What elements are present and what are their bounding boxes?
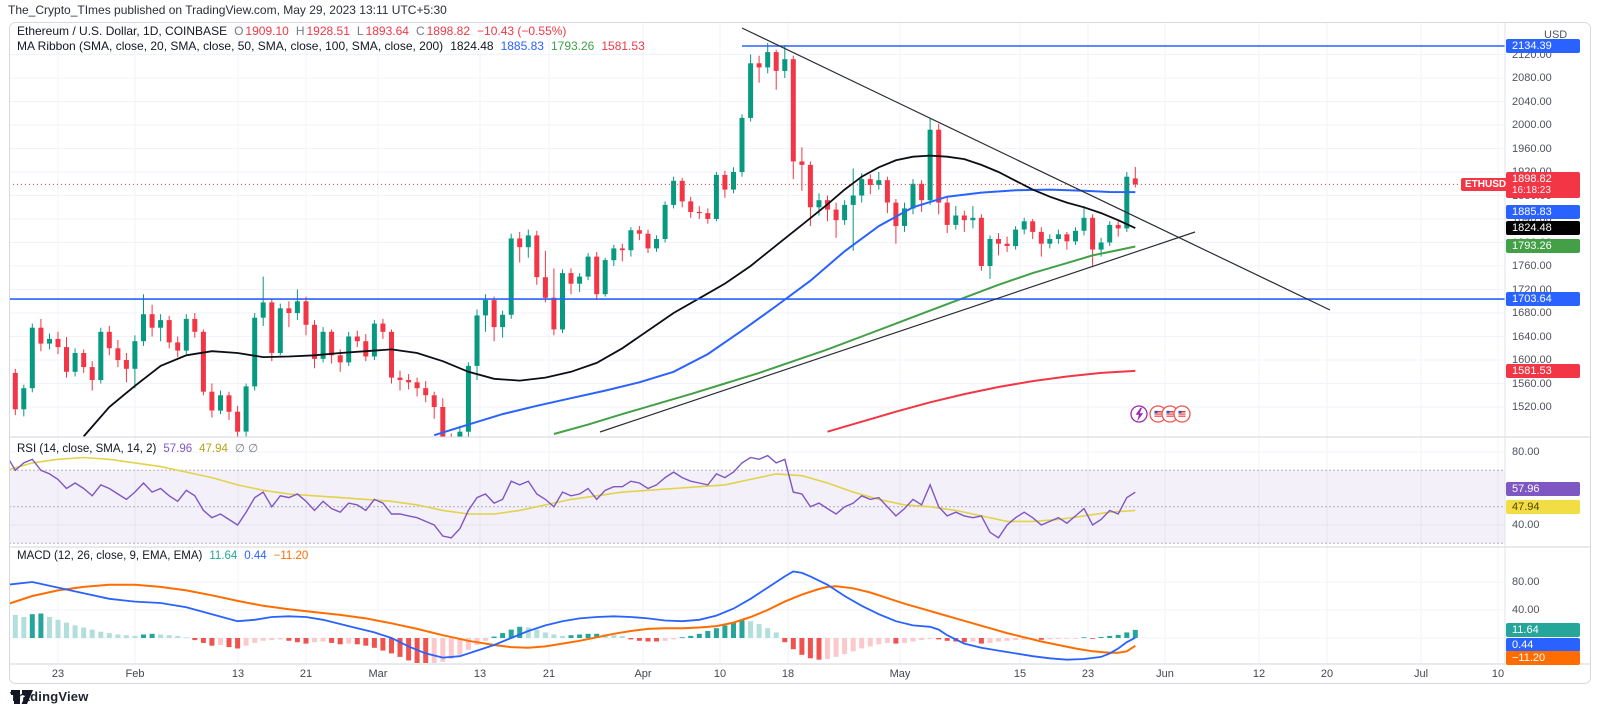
change-value: −10.43 (−0.55%) (477, 24, 567, 38)
rsi-value: 57.96 (163, 443, 193, 455)
ma-ribbon-title: MA Ribbon (SMA, close, 20, SMA, close, 5… (17, 39, 444, 53)
macd-axis-badge: −11.20 (1506, 651, 1580, 665)
macd-line-value: 0.44 (244, 550, 267, 562)
symbol-price-marker: ETHUSD (1461, 178, 1511, 191)
macd-hist-value: 11.64 (209, 550, 238, 562)
price-axis-badge: 1824.48 (1506, 221, 1580, 235)
macd-tick-label: 40.00 (1512, 604, 1540, 616)
macd-tick-label: 80.00 (1512, 576, 1540, 588)
time-axis-label: 10 (1491, 668, 1505, 680)
time-axis-label: Jun (1156, 668, 1174, 680)
time-axis-label: Jul (1413, 668, 1429, 680)
low-value: 1893.64 (365, 24, 409, 38)
attribution-text: The_Crypto_TImes published on TradingVie… (8, 3, 447, 17)
rsi-axis-badge: 57.96 (1506, 482, 1580, 496)
rsi-tick-label: 80.00 (1512, 446, 1540, 458)
open-label: O (234, 24, 244, 38)
sma50-value: 1885.83 (500, 39, 544, 53)
time-axis-label: 15 (1013, 668, 1027, 680)
close-value: 1898.82 (426, 24, 471, 38)
time-axis-label: 10 (713, 668, 727, 680)
sma20-value: 1824.48 (450, 39, 494, 53)
macd-pane[interactable] (9, 547, 1505, 664)
price-tick-label: 2040.00 (1512, 96, 1552, 108)
high-label: H (295, 24, 305, 38)
time-axis-label: 21 (542, 668, 556, 680)
time-axis-label: 23 (51, 668, 65, 680)
price-axis-badge: 1793.26 (1506, 239, 1580, 253)
macd-axis-badge: 0.44 (1506, 638, 1580, 652)
footer-branding[interactable]: TradingView (10, 689, 89, 704)
time-axis-label: Apr (634, 668, 652, 680)
tradingview-logo-icon (11, 690, 33, 704)
ma-ribbon-legend[interactable]: MA Ribbon (SMA, close, 20, SMA, close, 5… (17, 39, 645, 53)
price-tick-label: 1960.00 (1512, 143, 1552, 155)
time-axis-label: Mar (368, 668, 388, 680)
price-tick-label: 1680.00 (1512, 307, 1552, 319)
price-tick-label: 2000.00 (1512, 119, 1552, 131)
rsi-ma-value: 47.94 (199, 443, 228, 455)
price-axis-badge: 1703.64 (1506, 292, 1580, 306)
rsi-axis-badge: 47.94 (1506, 500, 1580, 514)
price-axis-badge: 2134.39 (1506, 39, 1580, 53)
rsi-legend[interactable]: RSI (14, close, SMA, 14, 2) 57.96 47.94 … (17, 441, 258, 455)
time-axis-label: 21 (299, 668, 313, 680)
sma200-value: 1581.53 (601, 39, 645, 53)
time-axis-label: Feb (125, 668, 145, 680)
time-axis-label: 12 (1252, 668, 1266, 680)
open-value: 1909.10 (245, 24, 289, 38)
price-tick-label: 2080.00 (1512, 72, 1552, 84)
price-tick-label: 1520.00 (1512, 401, 1552, 413)
event-flag-icon (1173, 405, 1191, 423)
price-axis-badge: 1885.83 (1506, 205, 1580, 219)
symbol-title: Ethereum / U.S. Dollar, 1D, COINBASE (17, 24, 228, 38)
price-axis-badge: 1898.82 16:18:23 (1506, 172, 1580, 198)
time-axis-label: 18 (781, 668, 795, 680)
time-axis-label: 23 (1081, 668, 1095, 680)
macd-legend[interactable]: MACD (12, 26, close, 9, EMA, EMA) 11.64 … (17, 550, 308, 562)
price-tick-label: 1560.00 (1512, 378, 1552, 390)
time-axis-label: May (889, 668, 911, 680)
rsi-title: RSI (14, close, SMA, 14, 2) (17, 443, 157, 455)
main-price-pane[interactable] (9, 22, 1505, 437)
macd-title: MACD (12, 26, close, 9, EMA, EMA) (17, 550, 203, 562)
rsi-tick-label: 40.00 (1512, 519, 1540, 531)
price-axis-badge: 1581.53 (1506, 364, 1580, 378)
close-label: C (415, 24, 425, 38)
symbol-legend[interactable]: Ethereum / U.S. Dollar, 1D, COINBASE O 1… (17, 24, 566, 38)
price-tick-label: 1600.00 (1512, 354, 1552, 366)
price-tick-label: 1640.00 (1512, 331, 1552, 343)
time-axis-label: 20 (1320, 668, 1334, 680)
sma100-value: 1793.26 (550, 39, 595, 53)
macd-axis-badge: 11.64 (1506, 623, 1580, 637)
price-axis-unit: USD (1544, 29, 1568, 41)
time-axis-label: 13 (231, 668, 245, 680)
rsi-extra: ∅ ∅ (234, 443, 259, 455)
macd-signal-value: −11.20 (273, 550, 309, 562)
low-label: L (356, 24, 364, 38)
price-tick-label: 1760.00 (1512, 260, 1552, 272)
high-value: 1928.51 (306, 24, 350, 38)
time-axis-label: 13 (473, 668, 487, 680)
